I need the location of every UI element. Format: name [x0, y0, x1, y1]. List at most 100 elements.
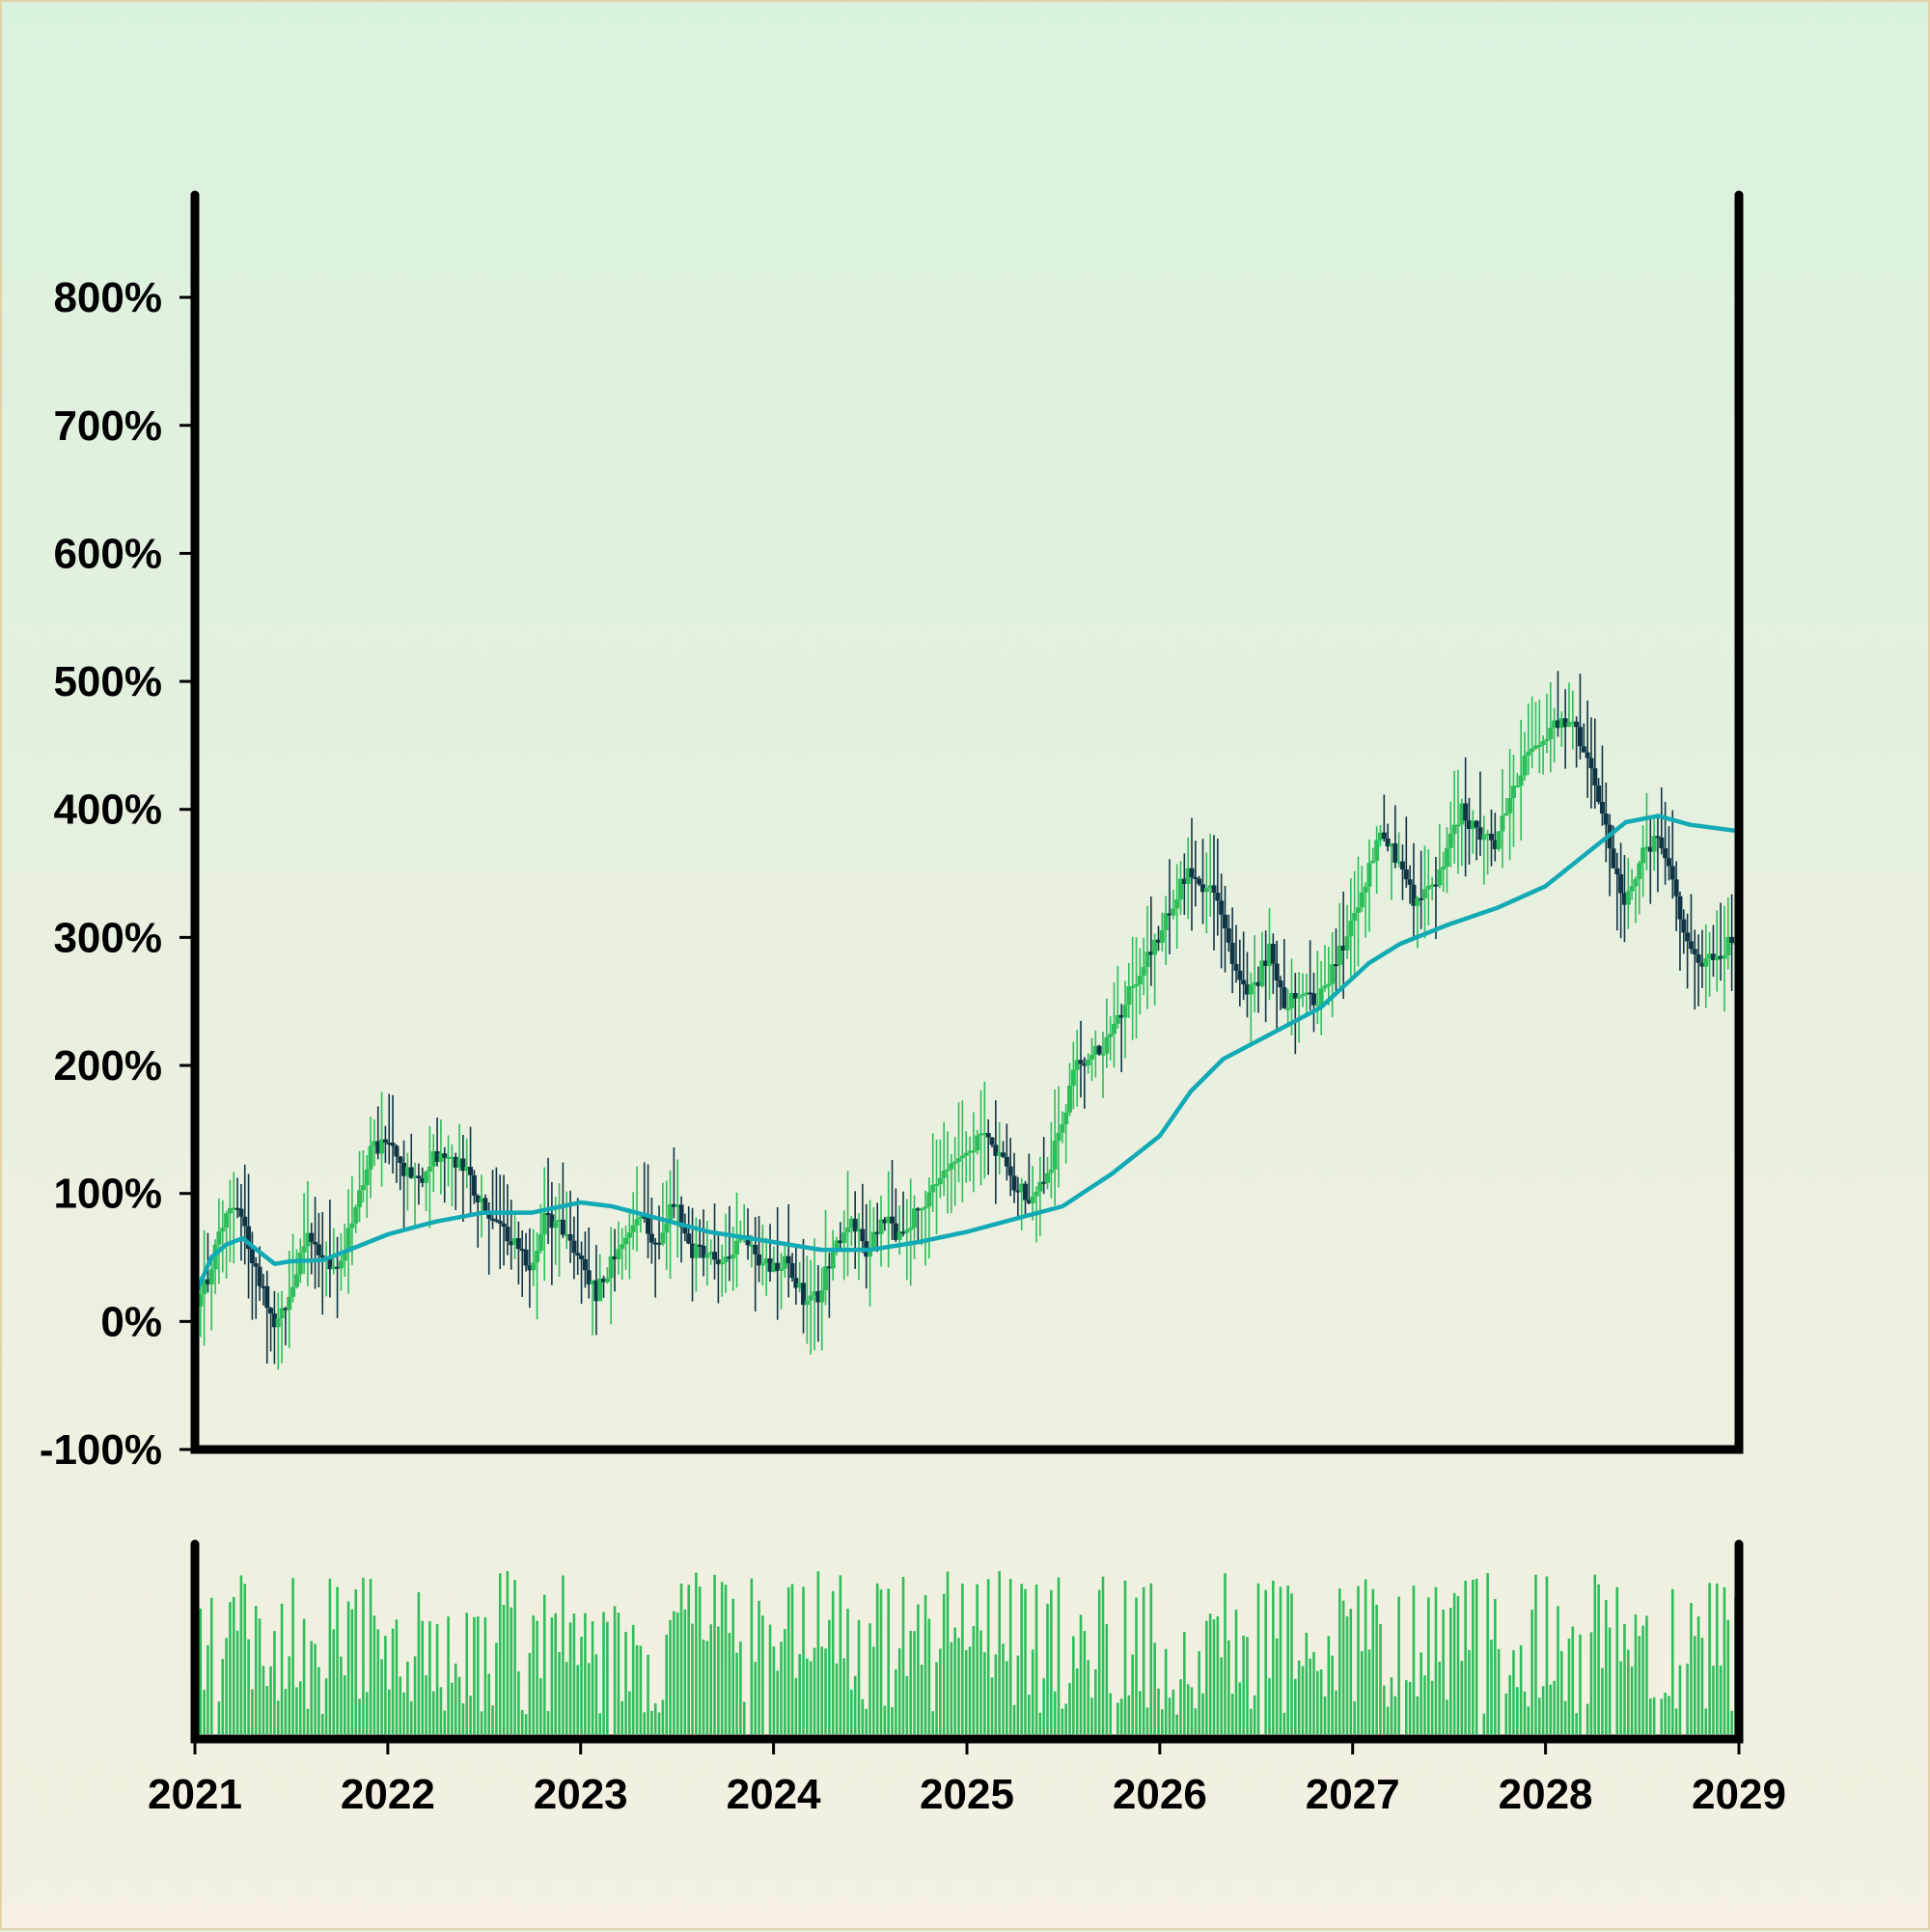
x-tick-label: 2028: [1499, 1771, 1593, 1818]
candle-body: [930, 1184, 936, 1193]
candle-body: [1060, 1124, 1065, 1133]
candle-body: [1437, 869, 1443, 886]
candle-body: [1696, 953, 1701, 963]
candle-body: [501, 1223, 507, 1228]
volume-bar: [572, 1614, 576, 1734]
volume-bar: [1268, 1677, 1271, 1734]
candle-body: [845, 1228, 851, 1232]
volume-bar: [284, 1689, 288, 1734]
volume-bar: [972, 1625, 976, 1734]
candle-body: [1308, 992, 1313, 995]
candle-body: [582, 1258, 588, 1271]
volume-bar: [1042, 1678, 1045, 1734]
volume-bar: [1353, 1700, 1356, 1734]
candle-body: [712, 1252, 718, 1260]
volume-bar: [273, 1631, 276, 1734]
volume-bar: [1117, 1702, 1119, 1734]
candle-body: [1288, 992, 1294, 1008]
volume-bar: [990, 1677, 994, 1734]
candle-body: [949, 1163, 954, 1170]
candle-body: [1189, 868, 1195, 877]
y-tick-label: 300%: [53, 914, 162, 961]
candle-body: [279, 1308, 285, 1319]
candle-body: [1019, 1183, 1025, 1193]
candle-body: [1688, 941, 1694, 950]
candle-body: [1651, 836, 1657, 852]
candle-body: [1722, 954, 1727, 959]
candle-body: [1015, 1190, 1021, 1193]
volume-bar: [1345, 1615, 1349, 1734]
candle-body: [471, 1174, 477, 1196]
candle-body: [675, 1204, 680, 1207]
candle-body: [823, 1266, 829, 1290]
volume-bar: [1050, 1589, 1053, 1734]
volume-bar: [842, 1658, 845, 1734]
volume-bar: [861, 1698, 865, 1734]
candle-body: [242, 1216, 248, 1227]
volume-bar: [750, 1578, 754, 1734]
volume-bar: [1327, 1636, 1331, 1734]
volume-bar: [1700, 1638, 1704, 1734]
candle-body: [1381, 832, 1387, 839]
candle-body: [1463, 803, 1469, 821]
candle-body: [1207, 885, 1213, 889]
candle-body: [1074, 1060, 1080, 1070]
candle-body: [301, 1246, 307, 1253]
candle-body: [249, 1249, 255, 1264]
candle-body: [1174, 899, 1180, 909]
candle-body: [1229, 942, 1235, 964]
candle-body: [497, 1221, 503, 1224]
volume-bar: [1579, 1634, 1582, 1734]
candle-body: [1643, 846, 1649, 849]
volume-bar: [1464, 1580, 1467, 1734]
candle-body: [1544, 738, 1550, 741]
volume-bar: [961, 1583, 964, 1734]
candle-body: [1344, 936, 1350, 951]
candle-body: [1063, 1112, 1069, 1125]
candle-body: [1718, 955, 1723, 959]
volume-bar: [624, 1631, 627, 1734]
volume-bar: [576, 1665, 580, 1734]
candle-body: [515, 1238, 521, 1250]
volume-bar: [1319, 1669, 1323, 1734]
volume-bar: [1349, 1609, 1353, 1734]
volume-bar: [502, 1605, 506, 1734]
volume-bar: [376, 1629, 380, 1734]
volume-bar: [1064, 1703, 1067, 1734]
candle-body: [338, 1260, 344, 1269]
volume-bar: [953, 1627, 956, 1734]
volume-bar: [358, 1698, 361, 1734]
candle-body: [360, 1185, 366, 1191]
volume-bar: [1238, 1682, 1242, 1734]
volume-bar: [1638, 1636, 1641, 1734]
candle-body: [1714, 955, 1720, 960]
volume-bar: [717, 1626, 720, 1734]
candle-body: [1259, 960, 1265, 986]
candle-body: [1488, 833, 1494, 841]
candle-body: [1666, 858, 1671, 867]
volume-bar: [539, 1677, 542, 1734]
candle-body: [1034, 1191, 1039, 1197]
candle-body: [1492, 840, 1498, 849]
candle-body: [416, 1175, 422, 1179]
volume-bar: [1075, 1668, 1079, 1734]
candle-body: [394, 1145, 400, 1157]
candle-body: [1603, 814, 1609, 825]
candle-body: [1126, 986, 1132, 1006]
candle-body: [1314, 1004, 1320, 1007]
volume-bar: [924, 1594, 927, 1734]
volume-bar: [780, 1642, 783, 1734]
volume-bar: [802, 1587, 805, 1734]
volume-bar: [1201, 1693, 1204, 1734]
volume-bar: [868, 1623, 871, 1734]
volume-bar: [835, 1663, 839, 1734]
candle-body: [1441, 866, 1447, 870]
volume-bar: [853, 1675, 857, 1734]
candle-body: [427, 1166, 432, 1173]
candle-body: [597, 1278, 603, 1302]
candle-body: [224, 1213, 230, 1228]
volume-bar: [964, 1649, 968, 1734]
volume-bar: [1456, 1595, 1460, 1734]
candle-body: [1419, 897, 1424, 900]
candle-body: [1326, 983, 1332, 986]
